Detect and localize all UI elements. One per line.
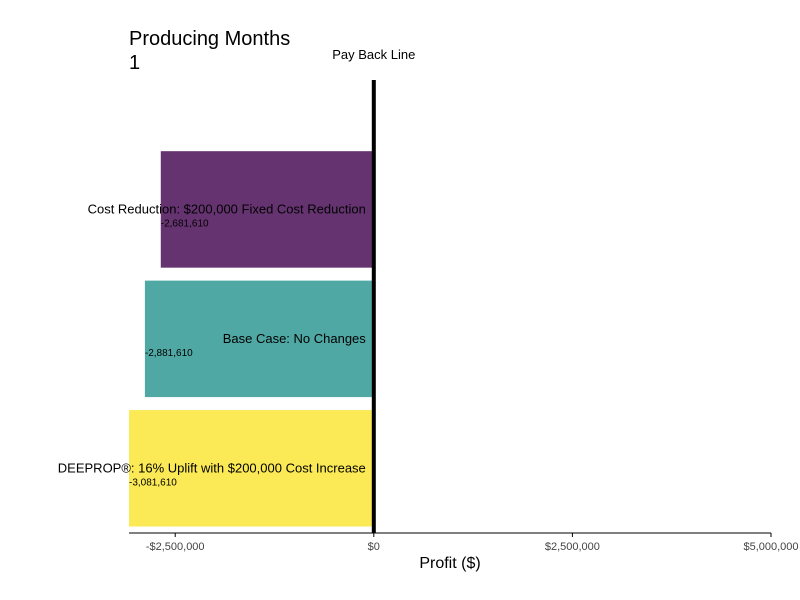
bar-2 [144,280,374,398]
value-label: -2,681,610 [161,218,209,229]
x-tick-label: -$2,500,000 [146,541,205,553]
chart-title: Producing Months 1 [129,28,291,74]
x-axis-ticks: -$2,500,000 $0 $2,500,000 $5,000,000 [146,533,799,553]
x-tick-label: $2,500,000 [545,541,600,553]
payback-line-label: Pay Back Line [332,47,415,62]
category-label: DEEPROP®: 16% Uplift with $200,000 Cost … [58,460,366,475]
value-label: -2,881,610 [145,348,193,359]
category-labels: Cost Reduction: $200,000 Fixed Cost Redu… [58,201,367,475]
bar-3 [129,410,374,527]
value-labels: -2,681,610 -2,881,610 -3,081,610 [129,218,209,488]
category-label: Base Case: No Changes [223,331,367,346]
bar-1 [160,151,374,268]
value-label: -3,081,610 [129,477,177,488]
bars-group [129,151,374,527]
category-label: Cost Reduction: $200,000 Fixed Cost Redu… [88,201,366,216]
x-tick-label: $0 [368,541,380,553]
x-axis-title: Profit ($) [419,555,480,572]
x-tick-label: $5,000,000 [743,541,798,553]
